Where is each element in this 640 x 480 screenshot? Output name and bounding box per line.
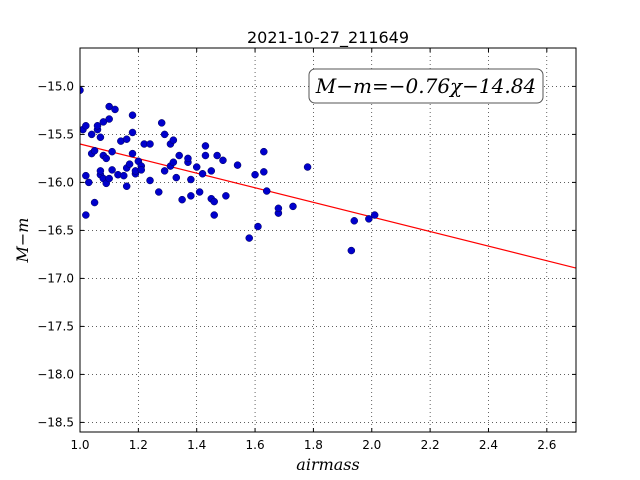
data-point (222, 192, 230, 200)
data-point (90, 198, 99, 207)
data-point (122, 182, 131, 190)
fit-line (79, 143, 577, 269)
data-point (201, 151, 210, 160)
x-tick-label: 1.4 (187, 438, 206, 452)
data-point (350, 217, 359, 225)
y-tick-label: −17.0 (37, 271, 74, 285)
data-point (122, 135, 131, 143)
fit-equation: M−m=−0.76χ−14.84 (315, 74, 536, 98)
data-point (187, 192, 195, 200)
data-point (210, 197, 218, 206)
data-point (254, 222, 262, 231)
data-point (210, 211, 218, 219)
data-point (146, 176, 154, 185)
data-point (128, 111, 137, 119)
data-point (96, 133, 105, 142)
x-tick-label: 1.2 (129, 438, 148, 452)
x-tick-label: 2.0 (362, 438, 381, 452)
data-point (105, 115, 113, 123)
data-point (201, 142, 210, 150)
data-point (108, 166, 116, 174)
axis-ticks: 1.0 1.2 1.4 1.6 1.8 2.0 2.2 2.4 2.6 −15.0 −15.5 −16… (37, 48, 576, 452)
data-point (219, 156, 227, 165)
data-point (120, 171, 128, 180)
data-point (169, 158, 178, 166)
data-point (370, 211, 379, 219)
data-point (137, 166, 146, 174)
data-point (90, 146, 99, 155)
y-tick-label: −17.5 (37, 319, 74, 333)
data-point (187, 175, 195, 184)
data-point (87, 130, 96, 139)
data-point (274, 204, 283, 213)
x-tick-label: 1.0 (70, 438, 89, 452)
x-tick-label: 2.6 (537, 438, 556, 452)
data-point (146, 140, 154, 148)
x-tick-label: 2.4 (479, 438, 498, 452)
data-point (213, 151, 221, 160)
data-point (96, 167, 105, 175)
data-point (93, 122, 102, 130)
y-tick-label: −16.0 (37, 175, 74, 189)
data-point (82, 211, 90, 219)
y-axis-label: M−m (13, 218, 32, 264)
data-point (160, 130, 169, 139)
data-point (108, 147, 116, 156)
data-point (155, 188, 163, 196)
data-point (192, 163, 201, 171)
y-tick-label: −15.5 (37, 127, 74, 141)
grid (79, 48, 576, 432)
data-point (303, 163, 312, 171)
data-point (80, 86, 84, 94)
x-axis-label: airmass (296, 455, 359, 474)
x-tick-label: 1.6 (246, 438, 265, 452)
data-point (198, 170, 207, 178)
data-point (157, 119, 166, 127)
y-tick-label: −18.0 (37, 367, 74, 381)
plot-area-frame (79, 47, 577, 433)
data-point (260, 168, 268, 176)
data-point (195, 188, 204, 196)
chart-title: 2021-10-27_211649 (247, 28, 409, 48)
data-point (82, 122, 90, 130)
data-point (128, 128, 137, 137)
data-points (80, 86, 379, 255)
data-point (245, 234, 253, 242)
data-point (82, 171, 90, 180)
y-tick-label: −18.5 (37, 415, 74, 429)
x-tick-label: 1.8 (304, 438, 323, 452)
data-point (347, 246, 356, 255)
data-point (262, 187, 271, 195)
data-point (102, 154, 111, 163)
data-point (169, 136, 178, 144)
data-point (160, 167, 169, 175)
y-tick-label: −15.0 (37, 79, 74, 93)
data-point (178, 195, 186, 204)
equation-box-frame (308, 68, 544, 104)
fit-line-group (79, 143, 577, 269)
data-point (289, 202, 297, 211)
data-point (365, 215, 373, 223)
data-point (125, 160, 134, 168)
data-point (85, 178, 93, 187)
data-point (105, 174, 113, 183)
data-point (260, 147, 268, 156)
data-point (111, 105, 119, 114)
data-point (172, 173, 181, 182)
data-point (207, 167, 216, 175)
data-point (128, 149, 137, 158)
data-point (184, 154, 192, 163)
equation-box: M−m=−0.76χ−14.84 (308, 68, 544, 104)
x-tick-label: 2.2 (421, 438, 440, 452)
data-point (175, 151, 183, 160)
data-point (233, 161, 242, 169)
y-tick-label: −16.5 (37, 223, 74, 237)
data-point (251, 170, 259, 179)
